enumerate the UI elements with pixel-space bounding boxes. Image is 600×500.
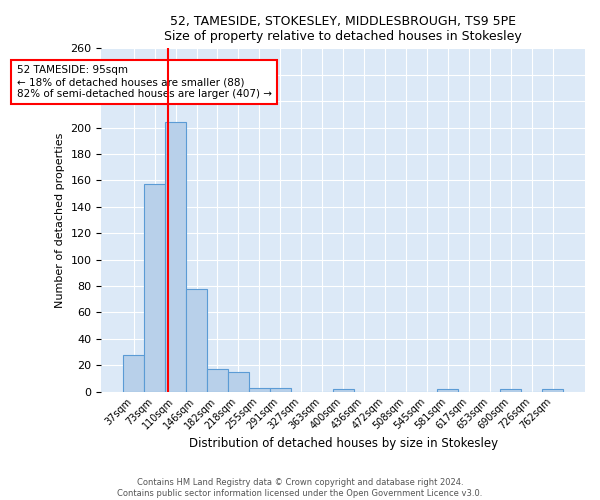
Bar — [332, 389, 353, 392]
Title: 52, TAMESIDE, STOKESLEY, MIDDLESBROUGH, TS9 5PE
Size of property relative to det: 52, TAMESIDE, STOKESLEY, MIDDLESBROUGH, … — [164, 15, 522, 43]
Bar — [249, 388, 270, 392]
Text: 52 TAMESIDE: 95sqm
← 18% of detached houses are smaller (88)
82% of semi-detache: 52 TAMESIDE: 95sqm ← 18% of detached hou… — [17, 66, 272, 98]
Bar — [123, 354, 144, 392]
Bar — [165, 122, 186, 392]
Bar — [542, 389, 563, 392]
Bar — [144, 184, 165, 392]
Bar — [270, 388, 291, 392]
Bar — [186, 288, 207, 392]
Bar — [500, 389, 521, 392]
X-axis label: Distribution of detached houses by size in Stokesley: Distribution of detached houses by size … — [188, 437, 497, 450]
Bar — [228, 372, 249, 392]
Text: Contains HM Land Registry data © Crown copyright and database right 2024.
Contai: Contains HM Land Registry data © Crown c… — [118, 478, 482, 498]
Bar — [207, 369, 228, 392]
Y-axis label: Number of detached properties: Number of detached properties — [55, 132, 65, 308]
Bar — [437, 389, 458, 392]
